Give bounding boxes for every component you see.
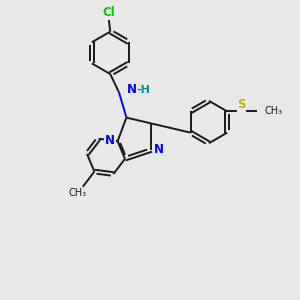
Text: S: S xyxy=(237,98,246,111)
Text: CH₃: CH₃ xyxy=(69,188,87,198)
Text: -H: -H xyxy=(137,85,151,94)
Text: CH₃: CH₃ xyxy=(265,106,283,116)
Text: N: N xyxy=(127,83,137,96)
Text: N: N xyxy=(154,143,164,156)
Text: Cl: Cl xyxy=(102,6,115,19)
Text: N: N xyxy=(105,134,115,147)
